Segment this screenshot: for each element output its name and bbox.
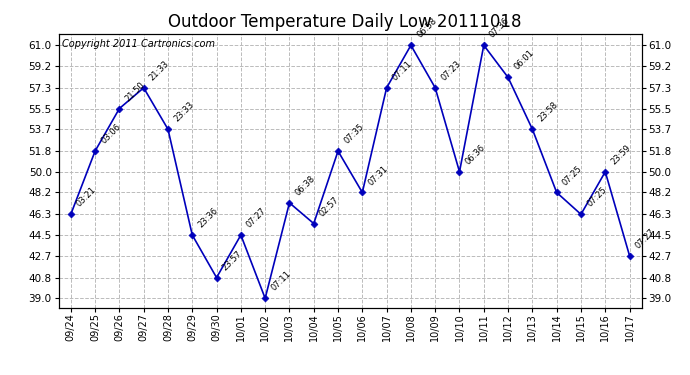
Text: 03:21: 03:21 (75, 186, 98, 209)
Text: Outdoor Temperature Daily Low 20111018: Outdoor Temperature Daily Low 20111018 (168, 13, 522, 31)
Text: 06:58: 06:58 (415, 16, 438, 40)
Text: 07:36: 07:36 (488, 16, 511, 40)
Text: 23:33: 23:33 (172, 100, 195, 124)
Text: 03:06: 03:06 (99, 122, 123, 146)
Text: 21:33: 21:33 (148, 59, 171, 82)
Text: 23:59: 23:59 (609, 143, 633, 166)
Text: 06:36: 06:36 (464, 143, 487, 166)
Text: 07:23: 07:23 (440, 59, 463, 82)
Text: 23:58: 23:58 (537, 100, 560, 124)
Text: 23:36: 23:36 (197, 206, 220, 230)
Text: 06:38: 06:38 (294, 174, 317, 197)
Text: 06:01: 06:01 (512, 49, 535, 72)
Text: 07:31: 07:31 (366, 164, 390, 187)
Text: 07:25: 07:25 (585, 186, 609, 209)
Text: 02:57: 02:57 (318, 195, 341, 218)
Text: Copyright 2011 Cartronics.com: Copyright 2011 Cartronics.com (61, 39, 215, 49)
Text: 21:50: 21:50 (124, 80, 147, 103)
Text: 07:25: 07:25 (561, 164, 584, 187)
Text: 07:35: 07:35 (342, 122, 366, 146)
Text: 07:27: 07:27 (633, 227, 657, 250)
Text: 07:27: 07:27 (245, 206, 268, 230)
Text: 07:11: 07:11 (391, 59, 414, 82)
Text: 23:57: 23:57 (221, 249, 244, 272)
Text: 07:11: 07:11 (269, 270, 293, 293)
